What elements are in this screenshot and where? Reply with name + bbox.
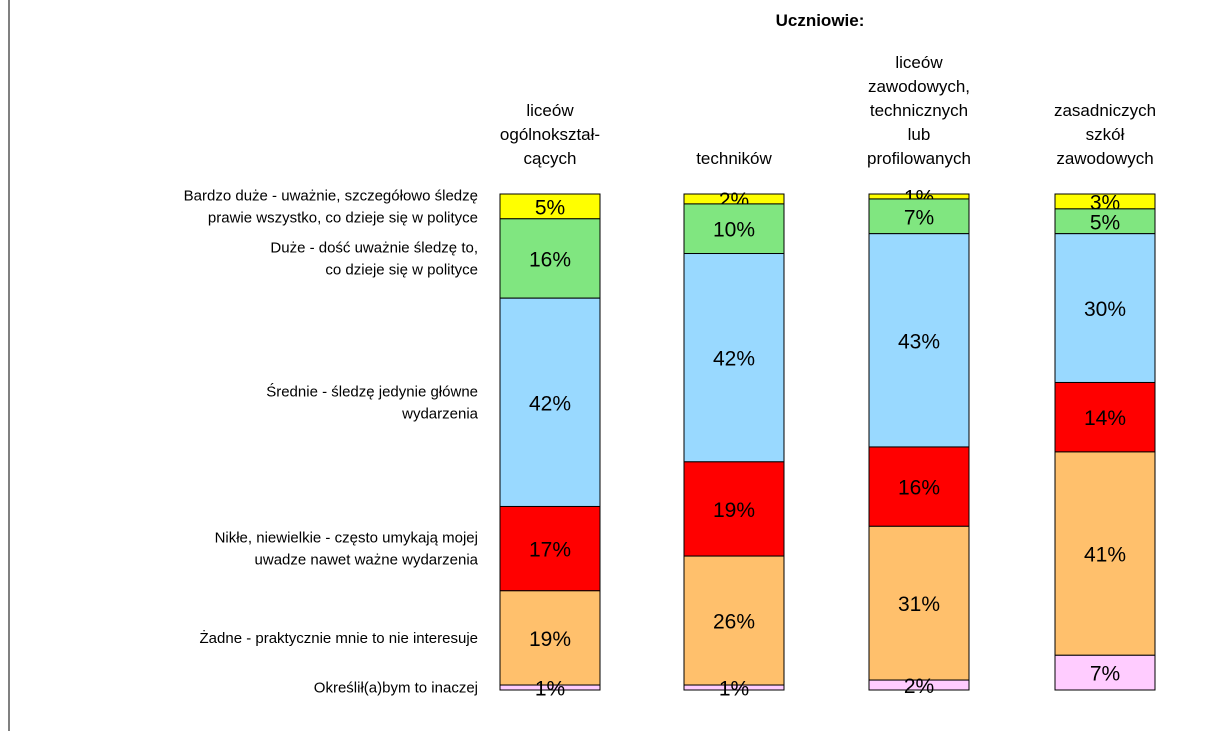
bar-segment (1054, 381, 1156, 453)
value-label: 30% (1084, 298, 1126, 321)
bar-segment (499, 505, 601, 592)
bar-segment (1054, 233, 1156, 383)
value-label: 5% (1090, 211, 1120, 234)
legend-label: Żadne - praktycznie mnie to nie interesu… (200, 629, 478, 647)
value-label: 19% (713, 499, 755, 522)
chart-title: Uczniowie: (776, 11, 865, 30)
column-header: liceów ogólnokształ-cących (500, 101, 600, 168)
bar-segment (499, 590, 601, 686)
bar-segment (868, 679, 970, 691)
value-label: 19% (529, 628, 571, 651)
bar-segment (1054, 451, 1156, 656)
value-label: 17% (529, 539, 571, 562)
bar-segment (499, 218, 601, 299)
bar-segment (1054, 654, 1156, 691)
value-label: 14% (1084, 407, 1126, 430)
bar-segment (683, 684, 785, 691)
legend-label: Określił(a)bym to inaczej (314, 680, 478, 697)
value-label: 1% (535, 678, 565, 701)
legend-label: Bardzo duże - uważnie, szczegółowo śledz… (184, 187, 478, 226)
value-label: 26% (713, 611, 755, 634)
value-label: 10% (713, 219, 755, 242)
bar-segment (499, 684, 601, 691)
column-header: liceów zawodowych, technicznych lub profilow… (867, 53, 971, 168)
bar-segment (868, 525, 970, 681)
bar-segment (683, 461, 785, 557)
bar-segment (683, 253, 785, 463)
bar-segment (499, 297, 601, 507)
value-label: 7% (1090, 663, 1120, 686)
value-label: 5% (535, 196, 565, 219)
bar-segment (683, 203, 785, 255)
value-label: 31% (898, 593, 940, 616)
bar-segment (868, 198, 970, 235)
legend-label: Duże - dość uważnie śledzę to, co dzieje … (270, 239, 478, 278)
value-label: 41% (1084, 544, 1126, 567)
value-label: 43% (898, 330, 940, 353)
value-label: 2% (904, 675, 934, 698)
value-label: 42% (713, 348, 755, 371)
legend-label: Nikłe, niewielkie - często umykają mojej… (215, 530, 479, 569)
bar-segment (868, 446, 970, 527)
value-label: 16% (529, 248, 571, 271)
legend-label: Średnie - śledzę jedynie główne wydarzeni… (266, 382, 478, 422)
column-header: techników (696, 149, 772, 168)
value-label: 42% (529, 392, 571, 415)
column-header: zasadniczych szkół zawodowych (1054, 101, 1156, 168)
value-label: 16% (898, 477, 940, 500)
value-label: 1% (719, 678, 749, 701)
bar-segment (1054, 208, 1156, 235)
value-label: 7% (904, 206, 934, 229)
bar-segment (683, 555, 785, 686)
